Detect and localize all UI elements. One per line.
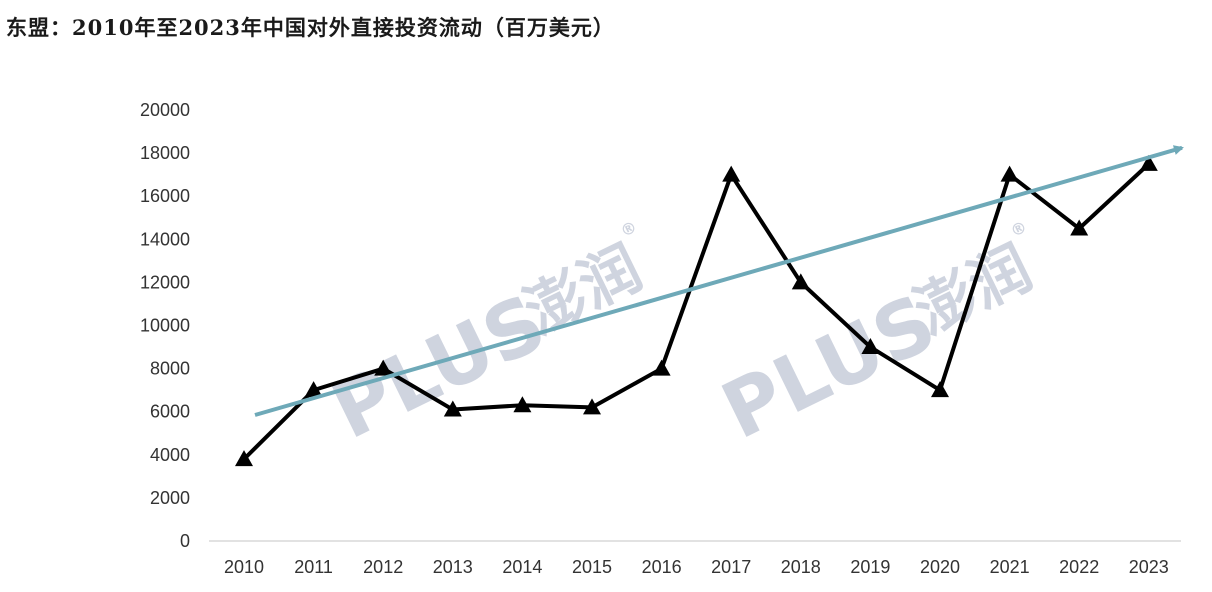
data-point-marker <box>443 400 462 417</box>
x-tick-label: 2022 <box>1059 557 1099 577</box>
chart-title: 东盟：2010年至2023年中国对外直接投资流动（百万美元） <box>6 15 615 40</box>
x-tick-label: 2013 <box>433 557 473 577</box>
data-point-marker <box>583 398 601 415</box>
y-tick-label: 4000 <box>150 445 190 465</box>
x-tick-label: 2019 <box>850 557 890 577</box>
y-tick-label: 16000 <box>140 186 190 206</box>
data-point-marker <box>1139 154 1158 171</box>
data-point-marker <box>722 165 741 182</box>
trend-line <box>254 145 1184 417</box>
x-tick-label: 2012 <box>363 557 403 577</box>
data-point-marker <box>374 359 393 376</box>
watermark-registered-mark: ® <box>1007 217 1030 241</box>
x-tick-label: 2018 <box>781 557 821 577</box>
watermark-registered-mark: ® <box>617 217 640 241</box>
y-tick-label: 12000 <box>140 272 190 292</box>
data-point-marker <box>931 381 949 398</box>
y-tick-label: 0 <box>180 531 190 551</box>
data-point-marker <box>1070 219 1089 236</box>
data-point-marker <box>652 359 671 376</box>
y-tick-label: 20000 <box>140 100 190 120</box>
x-tick-label: 2010 <box>224 557 264 577</box>
x-tick-label: 2020 <box>920 557 960 577</box>
data-point-marker <box>861 338 880 355</box>
data-point-marker <box>791 273 810 290</box>
x-axis-ticks: 2010 2011 2012 2013 2014 2015 2016 2017 2018 2019… <box>224 557 1169 577</box>
y-tick-label: 18000 <box>140 143 190 163</box>
data-point-marker <box>513 396 532 413</box>
x-tick-label: 2011 <box>294 557 333 577</box>
x-tick-label: 2016 <box>642 557 682 577</box>
x-tick-label: 2021 <box>990 557 1030 577</box>
y-axis-ticks: 0 2000 4000 6000 8000 10000 12000 14000 16000 180… <box>140 100 190 551</box>
y-tick-label: 14000 <box>140 229 190 249</box>
y-tick-label: 10000 <box>140 316 190 336</box>
x-tick-label: 2017 <box>711 557 751 577</box>
data-point-marker <box>1000 165 1019 182</box>
series-markers <box>235 154 1158 467</box>
x-tick-label: 2014 <box>502 557 542 577</box>
y-tick-label: 6000 <box>150 402 190 422</box>
data-point-marker <box>304 381 323 398</box>
x-tick-label: 2015 <box>572 557 612 577</box>
data-point-marker <box>235 450 253 467</box>
x-tick-label: 2023 <box>1129 557 1169 577</box>
y-tick-label: 8000 <box>150 359 190 379</box>
y-tick-label: 2000 <box>150 488 190 508</box>
